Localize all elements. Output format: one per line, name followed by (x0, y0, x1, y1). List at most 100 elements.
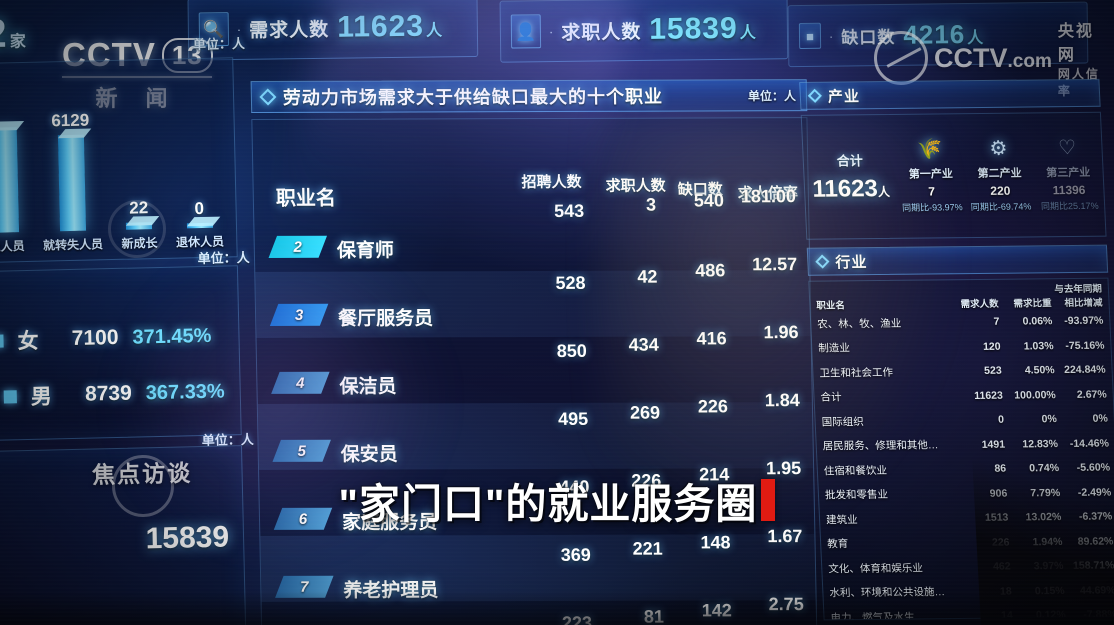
sector-yoy: 158.71% (1072, 559, 1114, 573)
row-gap-count: 486 (695, 260, 726, 281)
row-recruit-count: 495 (557, 408, 589, 429)
sector-share: 0.15% (1034, 584, 1065, 597)
panel-gender-stats: 女 7100 371.45% 男 8739 367.33% (0, 265, 242, 442)
sector-table-header-row: 职业名 需求人数 需求比重 与去年同期相比增减 (815, 283, 1103, 312)
sector-yoy: -7.88% (1083, 608, 1114, 621)
sector-row[interactable]: 教育 226 1.94% 89.62% (827, 529, 1114, 556)
program-logo-ring-icon (108, 200, 166, 258)
sector-row[interactable]: 卫生和社会工作 523 4.50% 224.84% (819, 358, 1106, 385)
kpi-unit-jobseekers: 人 (739, 24, 757, 42)
kpi-card-gap: ■ · 缺口数 4216 人 (787, 1, 1089, 68)
sector-share: 3.97% (1033, 560, 1064, 573)
sector-name: 电力、燃气及水生… (830, 611, 926, 621)
bar-shape: 就转失人员 (43, 134, 103, 253)
sector-demand: 1491 (981, 438, 1006, 451)
gender-count-male: 8739 (84, 381, 133, 406)
row-recruit-count: 369 (560, 544, 591, 565)
sector-panel-header: 行业 (806, 244, 1109, 276)
sector-row[interactable]: 合计 11623 100.00% 2.67% (820, 382, 1107, 409)
sector-name: 制造业 (818, 342, 851, 355)
bar-label: 业人员 (0, 239, 25, 254)
kpi-unit-demand: 人 (425, 22, 444, 40)
row-recruit-count: 223 (561, 612, 593, 625)
sector-column-demand: 需求人数 (960, 298, 999, 311)
diamond-bullet-icon (259, 88, 277, 106)
wheat-icon: 🌾 (916, 137, 943, 161)
bar-shape: 业人员 (0, 127, 25, 254)
rank-badge: 3 (269, 303, 329, 326)
column-header-recruit: 招聘人数 (521, 173, 582, 192)
row-gap-count: 226 (697, 396, 729, 417)
row-gap-count: 148 (700, 532, 731, 553)
sector-row[interactable]: 国际组织 0 0% 0% (821, 407, 1108, 434)
sector-yoy: 224.84% (1063, 363, 1106, 377)
legend-swatch-female (0, 334, 4, 348)
gap-icon: ■ (798, 22, 822, 50)
center-panel-top-occupations: 劳动力市场需求大于供给缺口最大的十个职业 单位：人 职业名 招聘人数 求职人数 … (250, 79, 828, 625)
sector-column-yoy: 与去年同期相比增减 (1054, 283, 1103, 310)
industry-item-value: 11396 (1052, 182, 1086, 197)
sector-row[interactable]: 制造业 120 1.03% -75.16% (818, 333, 1105, 360)
industry-total-unit: 人 (877, 184, 891, 200)
bar-item: 6 业人员 (0, 93, 25, 254)
sector-share: 100.00% (1013, 388, 1057, 402)
kpi-card-enterprises: 582 家 (0, 1, 128, 65)
row-job-name: 养老护理员 (343, 580, 439, 602)
sector-row[interactable]: 居民服务、修理和其他服… 1491 12.83% -14.46% (822, 431, 1110, 458)
row-ratio: 12.57 (751, 254, 798, 275)
rank-badge: 2 (268, 235, 328, 258)
kpi-value-demand: 11623 人 (337, 9, 444, 44)
center-panel-header: 劳动力市场需求大于供给缺口最大的十个职业 单位：人 (250, 79, 808, 114)
industry-total-value: 11623人 (811, 175, 891, 203)
gender-row-male: 男 8739 367.33% (3, 377, 225, 412)
sector-name: 农、林、牧、渔业 (816, 317, 902, 331)
industry-item-primary: 🌾 第一产业 7 同期比-93.97% (895, 137, 967, 214)
row-gap-count: 416 (696, 328, 727, 349)
industry-item-secondary: ⚙ 第二产业 220 同期比-69.74% (964, 137, 1036, 213)
bar-shape: 退休人员 (176, 222, 224, 250)
row-seeker-count: 81 (643, 606, 665, 625)
sector-demand: 14 (1000, 609, 1014, 621)
diamond-bullet-icon (815, 254, 830, 269)
sector-column-share: 需求比重 (1013, 298, 1052, 310)
sector-row[interactable]: 水利、环境和公共设施管… 18 0.15% 44.69% (829, 578, 1114, 605)
sector-row[interactable]: 农、林、牧、渔业 7 0.06% -93.97% (817, 309, 1104, 336)
table-row[interactable]: 8 理货员 223 81 142 2.75 (262, 594, 818, 625)
rank-badge: 7 (275, 575, 334, 598)
row-ratio: 1.84 (764, 390, 801, 411)
bar-label: 就转失人员 (42, 237, 104, 253)
center-panel-title: 劳动力市场需求大于供给缺口最大的十个职业 (282, 86, 664, 108)
industry-item-name: 第一产业 (908, 167, 954, 181)
table-row[interactable]: 7 养老护理员 369 221 148 1.67 (260, 526, 818, 602)
occupations-table: 职业名 招聘人数 求职人数 缺口数 求人倍率 2 保育师 543 3 540 1… (251, 117, 818, 625)
sector-row[interactable]: 电力、燃气及水生… 14 0.12% -7.88% (830, 602, 1114, 621)
gender-row-female: 女 7100 371.45% (0, 321, 212, 356)
industry-item-tertiary: ♡ 第三产业 11396 同期比25.17% (1032, 137, 1104, 212)
sector-share: 12.83% (1022, 437, 1059, 451)
sector-yoy: -14.46% (1069, 437, 1110, 450)
gender-label-female: 女 (17, 329, 39, 354)
gear-icon: ⚙ (988, 137, 1008, 160)
rank-badge: 4 (271, 371, 330, 394)
sector-name: 居民服务、修理和其他服… (822, 439, 949, 453)
legend-swatch-male (3, 389, 17, 404)
gender-label-male: 男 (30, 385, 53, 409)
sector-panel-title: 行业 (835, 253, 868, 271)
kpi-value-jobseekers: 15839 人 (649, 11, 757, 46)
row-job-name: 保安员 (340, 444, 399, 466)
sector-demand: 7 (993, 315, 1000, 329)
sector-name: 水利、环境和公共设施管… (829, 586, 956, 600)
sector-demand: 11623 (973, 389, 1004, 402)
sector-share: 1.03% (1023, 339, 1054, 353)
bar-item: 0 退休人员 (176, 89, 224, 250)
row-job-name: 保育师 (336, 240, 395, 262)
sector-demand: 523 (983, 364, 1002, 378)
sector-row[interactable]: 文化、体育和娱乐业 462 3.97% 158.71% (828, 553, 1114, 580)
industry-item-yoy: 同期比-93.97% (901, 201, 963, 213)
industry-total: 合计 11623人 (803, 150, 897, 204)
row-seeker-count: 269 (629, 402, 661, 423)
column-header-seekers: 求职人数 (605, 177, 666, 195)
sector-name: 国际组织 (821, 415, 864, 429)
sector-table: 职业名 需求人数 需求比重 与去年同期相比增减 农、林、牧、渔业 7 0.06% -9… (808, 277, 1114, 621)
